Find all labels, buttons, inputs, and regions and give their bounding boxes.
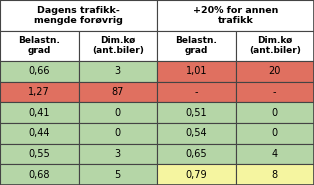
Bar <box>0 164 78 185</box>
Bar <box>78 82 157 102</box>
Text: 0: 0 <box>115 128 121 138</box>
Text: -: - <box>194 87 198 97</box>
Bar <box>236 144 314 164</box>
Bar <box>157 61 236 82</box>
Bar <box>157 31 236 61</box>
Bar <box>0 144 78 164</box>
Bar <box>157 102 236 123</box>
Bar <box>157 0 314 31</box>
Text: 0,55: 0,55 <box>28 149 50 159</box>
Bar <box>78 102 157 123</box>
Text: 1,01: 1,01 <box>186 66 207 76</box>
Bar <box>78 144 157 164</box>
Text: 0,79: 0,79 <box>186 170 207 180</box>
Text: 0,65: 0,65 <box>186 149 207 159</box>
Text: Dagens trafikk-
mengde forøvrig: Dagens trafikk- mengde forøvrig <box>34 6 123 25</box>
Text: 0: 0 <box>272 128 278 138</box>
Bar <box>236 164 314 185</box>
Bar <box>0 123 78 144</box>
Text: 0,54: 0,54 <box>186 128 207 138</box>
Text: 3: 3 <box>115 66 121 76</box>
Text: Belastn.
grad: Belastn. grad <box>175 36 217 56</box>
Text: 0: 0 <box>115 108 121 118</box>
Text: +20% for annen
trafikk: +20% for annen trafikk <box>193 6 278 25</box>
Text: 0,68: 0,68 <box>29 170 50 180</box>
Bar <box>157 144 236 164</box>
Text: 0,44: 0,44 <box>29 128 50 138</box>
Bar <box>0 31 78 61</box>
Text: 4: 4 <box>272 149 278 159</box>
Text: 8: 8 <box>272 170 278 180</box>
Bar <box>236 123 314 144</box>
Text: 0,51: 0,51 <box>186 108 207 118</box>
Bar <box>78 164 157 185</box>
Bar <box>236 31 314 61</box>
Text: Dim.kø
(ant.biler): Dim.kø (ant.biler) <box>249 36 301 56</box>
Bar <box>157 164 236 185</box>
Bar <box>157 82 236 102</box>
Text: 87: 87 <box>111 87 124 97</box>
Bar <box>0 82 78 102</box>
Text: 1,27: 1,27 <box>28 87 50 97</box>
Text: 5: 5 <box>115 170 121 180</box>
Bar <box>78 123 157 144</box>
Bar <box>236 61 314 82</box>
Text: 0,41: 0,41 <box>29 108 50 118</box>
Bar <box>236 82 314 102</box>
Text: Belastn.
grad: Belastn. grad <box>18 36 60 56</box>
Bar <box>0 102 78 123</box>
Bar <box>78 31 157 61</box>
Bar <box>0 0 157 31</box>
Text: 3: 3 <box>115 149 121 159</box>
Text: -: - <box>273 87 277 97</box>
Bar <box>0 61 78 82</box>
Text: 0,66: 0,66 <box>29 66 50 76</box>
Bar <box>236 102 314 123</box>
Text: 0: 0 <box>272 108 278 118</box>
Text: 20: 20 <box>268 66 281 76</box>
Bar <box>157 123 236 144</box>
Bar <box>78 61 157 82</box>
Text: Dim.kø
(ant.biler): Dim.kø (ant.biler) <box>92 36 144 56</box>
